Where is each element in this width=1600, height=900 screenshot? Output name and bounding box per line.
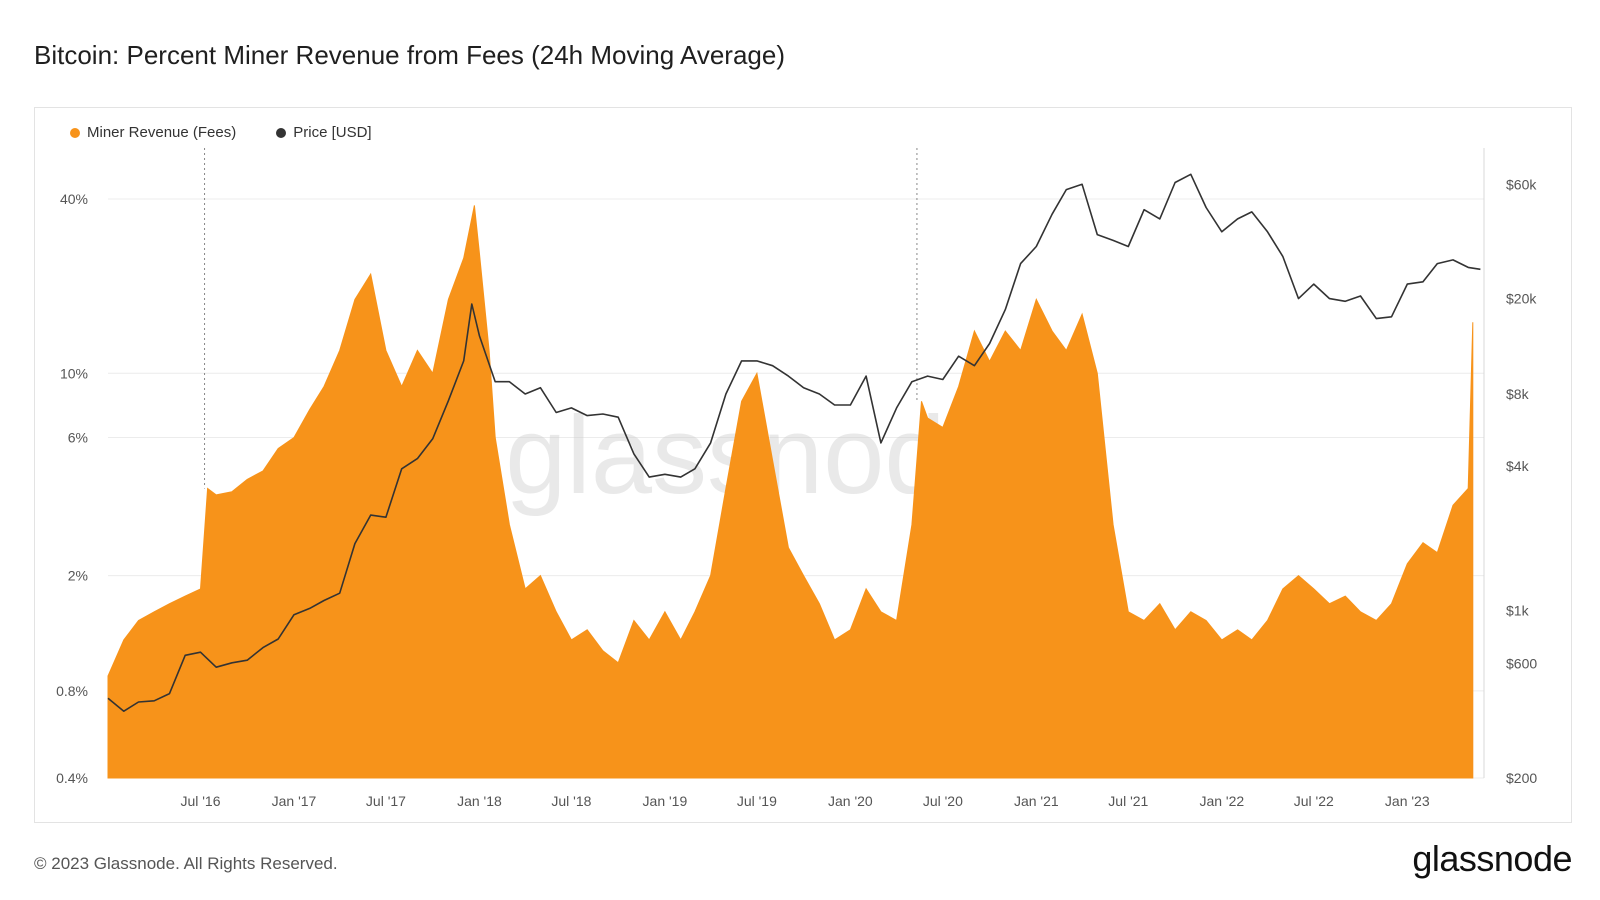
- x-tick-label: Jul '19: [737, 793, 777, 809]
- y-right-tick-label: $4k: [1506, 458, 1530, 474]
- y-right-tick-label: $20k: [1506, 291, 1537, 307]
- x-tick-label: Jan '22: [1199, 793, 1244, 809]
- y-left-tick-label: 2%: [68, 568, 88, 584]
- x-tick-label: Jan '17: [272, 793, 317, 809]
- y-left-tick-label: 0.4%: [56, 770, 88, 786]
- price-line: [107, 173, 1481, 712]
- x-tick-label: Jan '21: [1014, 793, 1059, 809]
- legend-item-price[interactable]: Price [USD]: [276, 124, 372, 141]
- y-left-tick-label: 6%: [68, 430, 88, 446]
- chart-legend: Miner Revenue (Fees) Price [USD]: [70, 124, 372, 141]
- legend-dot-fees: [70, 127, 80, 138]
- x-tick-label: Jul '16: [180, 793, 220, 809]
- y-right-tick-label: $1k: [1506, 602, 1530, 618]
- x-tick-label: Jan '20: [828, 793, 873, 809]
- y-right-tick-label: $600: [1506, 656, 1537, 672]
- y-right-tick-label: $200: [1506, 770, 1537, 786]
- legend-item-fees[interactable]: Miner Revenue (Fees): [70, 124, 236, 141]
- chart-title: Bitcoin: Percent Miner Revenue from Fees…: [34, 40, 785, 70]
- copyright-text: © 2023 Glassnode. All Rights Reserved.: [34, 854, 338, 873]
- brand-logo: glassnode: [1412, 838, 1572, 879]
- x-tick-label: Jul '20: [923, 793, 963, 809]
- y-left-tick-label: 0.8%: [56, 683, 88, 699]
- x-tick-label: Jul '18: [551, 793, 591, 809]
- legend-label-fees: Miner Revenue (Fees): [87, 124, 237, 141]
- x-tick-label: Jul '17: [366, 793, 406, 809]
- x-tick-label: Jul '21: [1108, 793, 1148, 809]
- fees-area: [107, 205, 1474, 779]
- legend-dot-price: [276, 127, 287, 138]
- chart-frame: [34, 107, 1572, 823]
- legend-label-price: Price [USD]: [293, 124, 372, 141]
- x-tick-label: Jan '23: [1385, 793, 1430, 809]
- x-tick-label: Jul '22: [1294, 793, 1334, 809]
- y-left-tick-label: 40%: [60, 191, 88, 207]
- x-tick-label: Jan '19: [643, 793, 688, 809]
- y-left-tick-label: 10%: [60, 365, 88, 381]
- y-right-tick-label: $8k: [1506, 386, 1530, 402]
- x-tick-label: Jan '18: [457, 793, 502, 809]
- y-right-tick-label: $60k: [1506, 176, 1537, 192]
